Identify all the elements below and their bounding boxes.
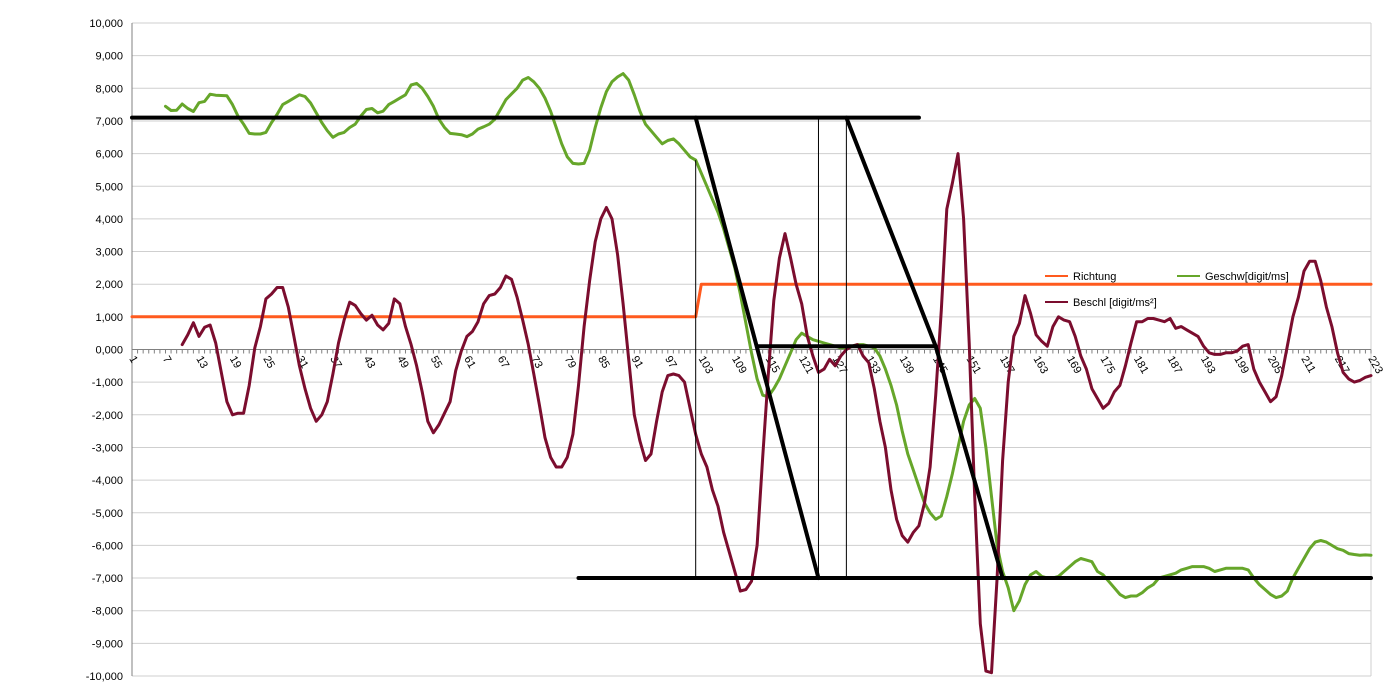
annotation-thick-line [933, 344, 1005, 581]
y-tick-label: 0,000 [95, 345, 123, 357]
x-tick-label: 55 [428, 354, 445, 371]
y-tick-label: 1,000 [95, 312, 123, 324]
x-tick-label: 199 [1231, 354, 1251, 376]
y-tick-label: 7,000 [95, 116, 123, 128]
x-tick-label: 181 [1131, 354, 1151, 376]
x-tick-label: 79 [562, 354, 579, 371]
y-tick-label: 5,000 [95, 181, 123, 193]
y-tick-label: -5,000 [92, 508, 123, 520]
y-tick-label: -10,000 [86, 671, 123, 683]
y-tick-label: -4,000 [92, 475, 123, 487]
legend: Richtung Geschw[digit/ms] Beschl [digit/… [1045, 271, 1289, 309]
y-tick-label: 9,000 [95, 51, 123, 63]
y-tick-label: 8,000 [95, 83, 123, 95]
y-tick-label: 6,000 [95, 149, 123, 161]
x-tick-label: 85 [595, 354, 612, 371]
legend-label-beschl: Beschl [digit/ms²] [1073, 297, 1157, 309]
x-tick-label: 151 [964, 354, 984, 376]
x-tick-label: 61 [461, 354, 478, 371]
y-tick-label: -3,000 [92, 442, 123, 454]
y-tick-label: -1,000 [92, 377, 123, 389]
y-tick-label: 3,000 [95, 247, 123, 259]
x-tick-label: 139 [897, 354, 917, 376]
series-layer [130, 72, 1373, 675]
y-tick-label: 10,000 [89, 18, 123, 30]
x-tick-label: 25 [260, 354, 277, 371]
x-tick-label: 193 [1198, 354, 1218, 376]
x-tick-label: 187 [1164, 354, 1184, 376]
x-tick-label: 7 [160, 354, 173, 365]
x-tick-label: 67 [495, 354, 512, 371]
y-axis-tick-labels: 10,000 9,000 8,000 7,000 6,000 5,000 4,000 3,00… [86, 18, 123, 683]
x-tick-label: 97 [662, 354, 679, 371]
x-tick-label: 211 [1298, 354, 1317, 375]
annotation-thick-line [844, 115, 938, 349]
x-tick-label: 103 [696, 354, 716, 376]
x-tick-label: 49 [394, 354, 411, 371]
x-tick-label: 43 [361, 354, 378, 371]
x-tick-label: 223 [1365, 354, 1385, 376]
y-tick-label: 2,000 [95, 279, 123, 291]
x-tick-label: 19 [227, 354, 244, 371]
y-tick-label: 4,000 [95, 214, 123, 226]
legend-label-richtung: Richtung [1073, 271, 1116, 283]
x-tick-label: 163 [1031, 354, 1051, 376]
x-tick-label: 1 [126, 354, 139, 365]
y-tick-label: -9,000 [92, 638, 123, 650]
series-line-richtung [130, 282, 1373, 319]
x-tick-label: 13 [193, 354, 210, 371]
y-tick-label: -2,000 [92, 410, 123, 422]
series-line-geschw-digit-ms [164, 72, 1373, 613]
x-tick-label: 109 [729, 354, 749, 376]
x-tick-label: 157 [997, 354, 1017, 376]
legend-label-geschw: Geschw[digit/ms] [1205, 271, 1289, 283]
series-line-beschl-digit-ms [180, 152, 1373, 675]
annotation-layer [130, 115, 1373, 581]
x-tick-label: 175 [1098, 354, 1118, 376]
x-tick-label: 91 [629, 354, 646, 371]
y-tick-label: -7,000 [92, 573, 123, 585]
y-tick-label: -6,000 [92, 540, 123, 552]
y-tick-label: -8,000 [92, 606, 123, 618]
